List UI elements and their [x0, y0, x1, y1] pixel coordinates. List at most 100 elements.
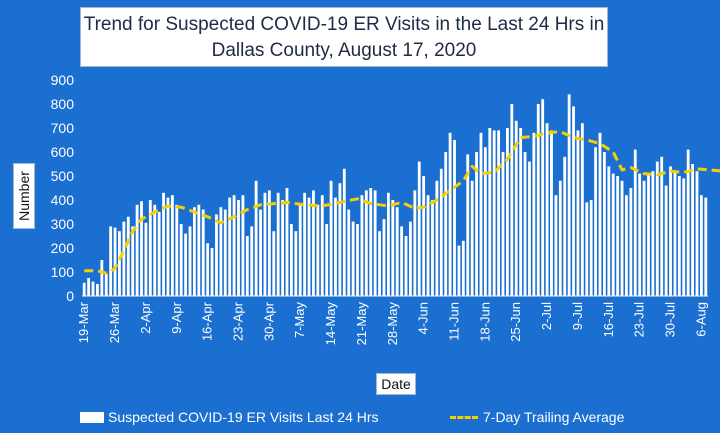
x-tick-label: 4-Jun: [416, 302, 431, 335]
bar: [426, 195, 430, 296]
bar: [563, 156, 567, 296]
y-tick-label: 700: [51, 120, 75, 136]
y-tick-label: 300: [51, 216, 75, 232]
bar: [193, 207, 196, 296]
bar: [351, 221, 355, 296]
bar: [241, 195, 245, 296]
bar: [554, 195, 558, 296]
bar: [395, 207, 399, 296]
bar: [417, 161, 421, 296]
bar: [625, 195, 628, 296]
bar: [294, 231, 298, 296]
bar: [602, 152, 606, 296]
bar: [572, 106, 575, 297]
bar: [100, 260, 104, 296]
bar: [439, 168, 443, 296]
bar: [316, 204, 320, 296]
bar: [307, 197, 311, 296]
y-tick-label: 800: [51, 96, 75, 112]
x-tick-label: 7-May: [292, 302, 307, 339]
y-tick-label: 900: [51, 72, 75, 88]
bar: [170, 195, 174, 296]
bar: [497, 130, 501, 296]
bar: [223, 209, 227, 296]
x-axis: 19-Mar 26-Mar 2-Apr 9-Apr 16-Apr 23-Apr 30-Apr…: [76, 295, 708, 346]
chart-title-line1: Trend for Suspected COVID-19 ER Visits i…: [83, 14, 605, 35]
x-tick-label: 9-Jul: [570, 302, 585, 330]
bar: [148, 200, 152, 296]
bar: [514, 120, 518, 296]
bar: [580, 123, 584, 296]
x-tick-label: 28-May: [385, 302, 400, 346]
y-tick-label: 200: [51, 240, 75, 256]
bar: [545, 123, 549, 296]
bar: [576, 130, 580, 296]
bar: [259, 209, 262, 296]
x-tick-label: 14-May: [323, 302, 338, 346]
bar: [435, 180, 439, 296]
bar: [157, 212, 161, 296]
bar: [281, 200, 284, 296]
bar: [589, 200, 593, 296]
x-tick-label: 23-Jul: [632, 302, 647, 338]
x-tick-label: 30-Apr: [261, 301, 276, 341]
legend-bars-label: Suspected COVID-19 ER Visits Last 24 Hrs: [108, 409, 379, 425]
bar: [118, 231, 121, 296]
bar: [655, 161, 659, 296]
bar: [699, 195, 703, 296]
x-tick-label: 30-Jul: [663, 302, 678, 338]
bar: [188, 226, 192, 296]
x-tick-label: 25-Jun: [508, 302, 523, 342]
bar: [400, 226, 404, 296]
bar: [479, 132, 483, 296]
bar: [664, 185, 668, 296]
bar: [651, 171, 655, 296]
bar: [206, 243, 210, 296]
bar: [254, 180, 258, 296]
bar: [558, 180, 562, 296]
bar: [404, 236, 408, 296]
bar: [647, 173, 650, 296]
bar: [122, 221, 126, 296]
chart-title: Trend for Suspected COVID-19 ER Visits i…: [80, 7, 608, 67]
bar: [594, 147, 597, 296]
bar-series: [82, 94, 708, 297]
bar: [228, 197, 232, 296]
bar: [510, 104, 514, 296]
bar: [144, 222, 148, 296]
bar: [201, 209, 205, 296]
bar: [215, 214, 218, 296]
bar: [342, 168, 346, 296]
bar: [369, 188, 373, 296]
seven-day-average-line: [84, 130, 720, 275]
bar: [669, 166, 672, 296]
bar: [448, 132, 452, 296]
bar: [550, 130, 553, 296]
legend-line-label: 7-Day Trailing Average: [483, 409, 625, 425]
bar: [232, 195, 236, 296]
bar: [135, 204, 139, 296]
bar: [660, 156, 664, 296]
bar: [616, 176, 620, 296]
bar: [347, 209, 351, 296]
bar: [113, 227, 117, 296]
bar: [642, 180, 646, 296]
x-tick-label: 16-Jul: [601, 302, 616, 338]
x-tick-label: 11-Jun: [447, 302, 462, 341]
x-tick-label: 2-Jul: [539, 302, 554, 330]
bar: [431, 200, 434, 296]
bar: [131, 226, 135, 296]
bar: [567, 94, 571, 297]
bar: [153, 204, 157, 296]
bar: [334, 197, 337, 296]
x-tick-label: 9-Apr: [169, 301, 184, 333]
bar: [475, 152, 478, 296]
bar: [488, 128, 492, 296]
x-tick-label: 16-Apr: [200, 301, 215, 341]
bar: [356, 224, 359, 296]
bar: [422, 176, 426, 296]
bar: [364, 190, 368, 296]
x-tick-label: 19-Mar: [76, 301, 91, 343]
